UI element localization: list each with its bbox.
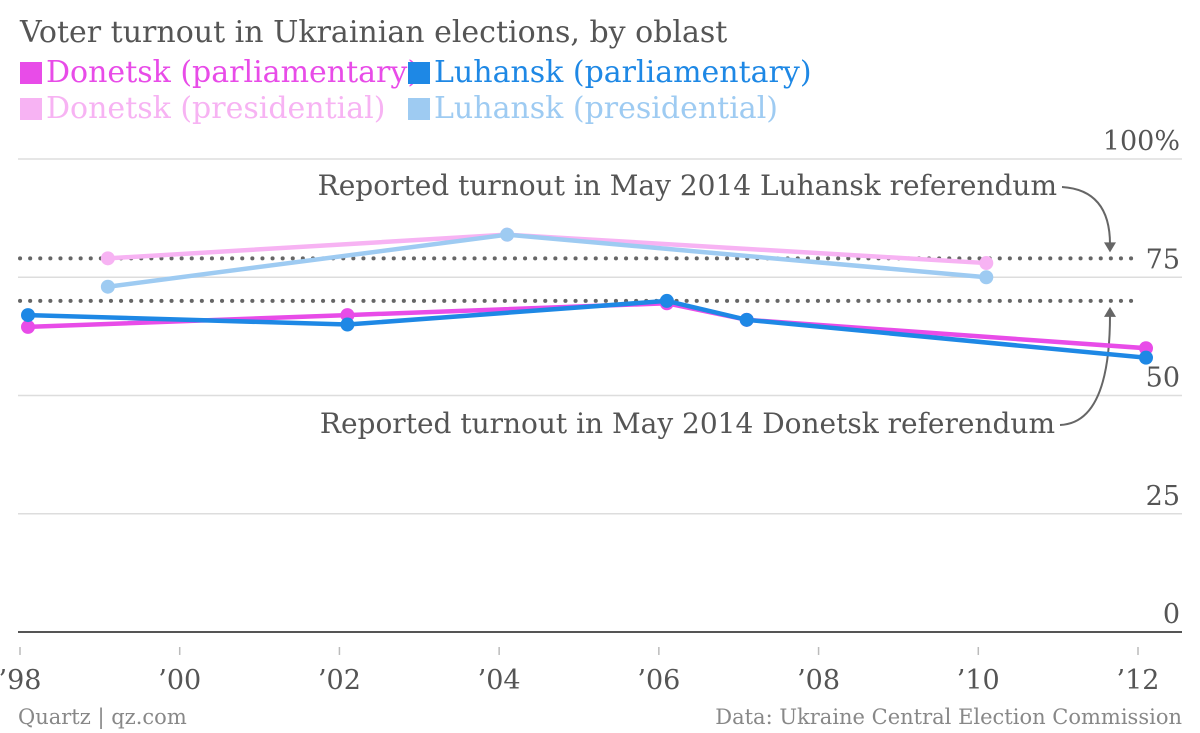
data-point bbox=[979, 270, 994, 285]
x-tick-label: ’08 bbox=[797, 665, 840, 696]
y-tick-label: 50 bbox=[1146, 363, 1180, 394]
chart-title: Voter turnout in Ukrainian elections, by… bbox=[19, 15, 727, 50]
reference-lines: Reported turnout in May 2014 Luhansk ref… bbox=[18, 169, 1134, 440]
x-tick-label: ’04 bbox=[478, 665, 521, 696]
legend-label-0: Donetsk (parliamentary) bbox=[46, 55, 419, 90]
legend-swatch-0 bbox=[20, 62, 42, 84]
data-point bbox=[500, 227, 515, 242]
legend-swatch-2 bbox=[20, 98, 42, 120]
legend-label-2: Donetsk (presidential) bbox=[46, 91, 385, 126]
legend-label-1: Luhansk (parliamentary) bbox=[434, 55, 812, 90]
x-tick-label: ’00 bbox=[158, 665, 201, 696]
series-lines bbox=[21, 227, 1153, 365]
y-tick-label: 25 bbox=[1146, 481, 1180, 512]
data-point bbox=[739, 312, 754, 327]
donetsk-arrow bbox=[1059, 314, 1111, 426]
series-line-1 bbox=[25, 298, 1149, 360]
x-tick-label: ’02 bbox=[318, 665, 361, 696]
data-point bbox=[1139, 350, 1153, 365]
luhansk-referendum-label: Reported turnout in May 2014 Luhansk ref… bbox=[318, 169, 1057, 202]
credit-text: Quartz | qz.com bbox=[18, 705, 187, 730]
legend-label-3: Luhansk (presidential) bbox=[434, 91, 778, 126]
y-axis: 100% 75 50 25 0 bbox=[1103, 126, 1180, 630]
data-point bbox=[100, 279, 115, 294]
x-tick-label: ’06 bbox=[637, 665, 680, 696]
y-tick-label: 75 bbox=[1146, 244, 1180, 275]
data-point bbox=[659, 293, 674, 308]
data-point bbox=[979, 256, 994, 271]
x-tick-label: ’12 bbox=[1117, 665, 1160, 696]
data-point bbox=[340, 317, 355, 332]
data-point bbox=[21, 319, 35, 334]
x-axis: ’98 ’00 ’02 ’04 ’06 ’08 ’10 ’12 bbox=[0, 647, 1159, 696]
luhansk-arrow bbox=[1061, 186, 1111, 245]
y-tick-label: 100% bbox=[1103, 126, 1180, 157]
data-point bbox=[21, 308, 35, 323]
legend-swatch-3 bbox=[408, 98, 430, 120]
legend: Donetsk (parliamentary) Luhansk (parliame… bbox=[20, 55, 812, 126]
source-text: Data: Ukraine Central Election Commissio… bbox=[715, 705, 1182, 729]
luhansk-arrowhead bbox=[1104, 242, 1116, 253]
x-tick-label: ’10 bbox=[957, 665, 1000, 696]
x-tick-label: ’98 bbox=[0, 665, 41, 696]
y-tick-label: 0 bbox=[1163, 599, 1180, 630]
gridlines bbox=[18, 158, 1182, 633]
legend-swatch-1 bbox=[408, 62, 430, 84]
donetsk-arrowhead bbox=[1104, 306, 1116, 317]
data-point bbox=[100, 251, 115, 266]
donetsk-referendum-label: Reported turnout in May 2014 Donetsk ref… bbox=[320, 407, 1055, 440]
series-line-3 bbox=[105, 232, 989, 289]
